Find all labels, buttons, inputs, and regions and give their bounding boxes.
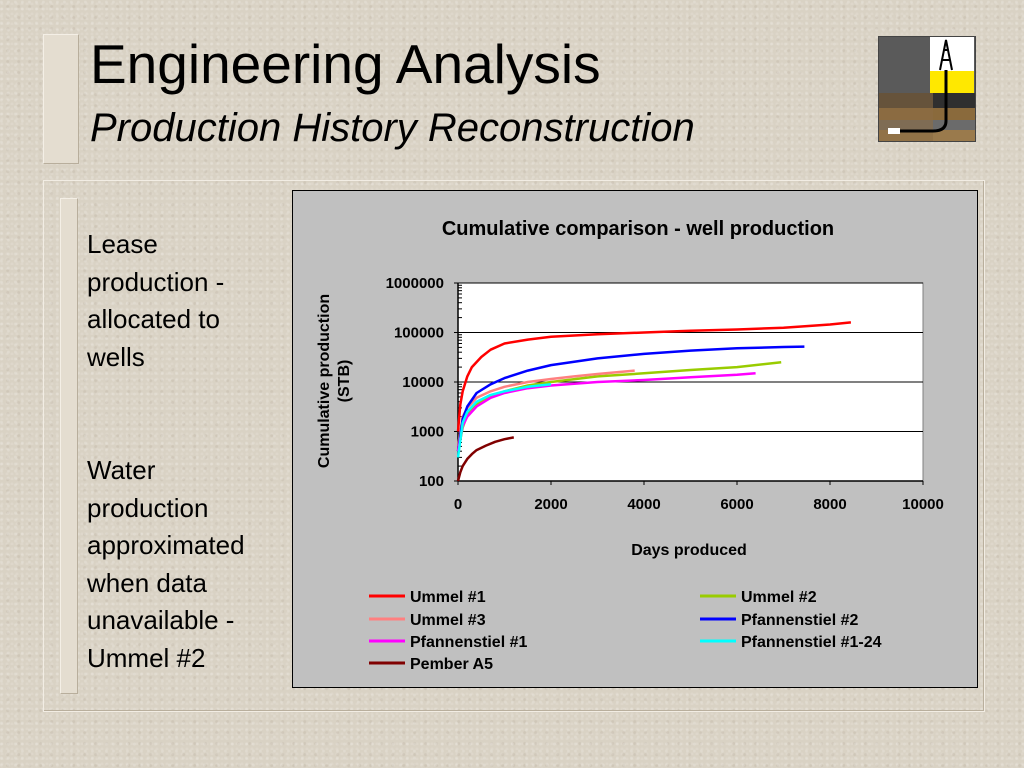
chart-title: Cumulative comparison - well production xyxy=(442,218,834,240)
series-line-pfannenstiel-1-24 xyxy=(456,383,552,458)
series-line-pember-a5 xyxy=(456,436,515,482)
legend-label: Ummel #3 xyxy=(410,612,486,629)
x-tick-label: 4000 xyxy=(627,496,660,513)
content-panel xyxy=(43,180,985,712)
y-tick-label: 10000 xyxy=(402,374,444,391)
x-tick-label: 8000 xyxy=(813,496,846,513)
y-tick-label: 1000 xyxy=(411,424,444,441)
oil-derrick-cross-section-icon xyxy=(878,36,976,142)
slide-title: Engineering Analysis xyxy=(90,33,601,95)
y-tick-label: 100 xyxy=(419,473,444,490)
series-line-pfannenstiel-2 xyxy=(456,345,805,452)
legend-label: Ummel #2 xyxy=(741,589,817,606)
slide-subtitle: Production History Reconstruction xyxy=(90,106,695,150)
y-axis-label: Cumulative production (STB) xyxy=(316,294,353,468)
chart-canvas: Cumulative comparison - well production … xyxy=(316,218,944,673)
legend-label: Pfannenstiel #1 xyxy=(410,634,527,651)
legend-label: Pember A5 xyxy=(410,656,493,673)
side-accent-bar xyxy=(60,198,78,694)
bullet-lease-production: Lease production - allocated to wells xyxy=(87,229,225,372)
production-chart: Cumulative comparison - well production … xyxy=(292,190,978,688)
x-tick-label: 6000 xyxy=(720,496,753,513)
series-line-ummel-1 xyxy=(456,321,852,432)
legend-label: Pfannenstiel #2 xyxy=(741,612,858,629)
title-accent-bar xyxy=(43,34,79,164)
y-tick-label: 1000000 xyxy=(386,275,444,292)
series-line-pfannenstiel-1 xyxy=(456,372,756,452)
legend-label: Ummel #1 xyxy=(410,589,486,606)
x-tick-label: 10000 xyxy=(902,496,944,513)
x-axis-label: Days produced xyxy=(631,542,747,559)
bullet-water-production: Water production approximated when data … xyxy=(87,455,245,673)
y-tick-label: 100000 xyxy=(394,325,444,342)
x-tick-label: 2000 xyxy=(534,496,567,513)
legend-label: Pfannenstiel #1-24 xyxy=(741,634,882,651)
legend: Ummel #1 Ummel #2 Ummel #3 Pfannenstiel #2 P… xyxy=(369,589,882,673)
plot-area: 100 1000 10000 100000 1000000 0 2000 4000 6000 80… xyxy=(386,275,944,513)
x-tick-label: 0 xyxy=(454,496,462,513)
